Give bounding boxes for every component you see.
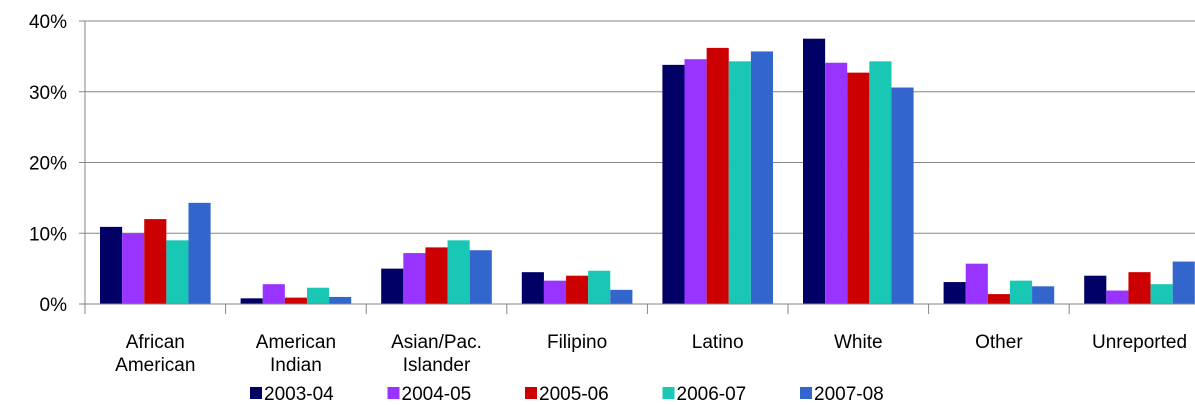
bar <box>521 272 544 304</box>
bar <box>1009 280 1033 304</box>
y-tick-label: 0% <box>40 295 68 316</box>
bar <box>144 219 167 304</box>
x-tick-label: White <box>834 332 883 353</box>
legend-swatch <box>800 387 812 399</box>
bar <box>566 275 589 304</box>
legend-label: 2003-04 <box>264 384 334 405</box>
bar <box>543 280 567 304</box>
bar <box>610 289 633 304</box>
x-tick-label: Filipino <box>547 332 607 353</box>
y-tick-label: 40% <box>29 12 67 33</box>
bar <box>750 51 773 304</box>
bar <box>240 298 263 304</box>
bar <box>825 62 848 305</box>
bar <box>1032 286 1055 304</box>
bar <box>1106 290 1129 304</box>
bar <box>662 64 685 305</box>
bar <box>306 287 330 304</box>
bar <box>262 284 285 304</box>
bar <box>122 233 145 304</box>
bar <box>1084 275 1107 304</box>
y-tick-label: 10% <box>29 224 67 245</box>
bar <box>188 202 211 304</box>
bar <box>965 263 988 304</box>
x-tick-label: Asian/Pac. Islander <box>391 332 482 376</box>
legend-item: 2007-08 <box>800 384 884 405</box>
bar <box>403 253 426 304</box>
bar <box>447 240 470 304</box>
bar <box>166 240 189 304</box>
legend-label: 2007-08 <box>814 384 884 405</box>
legend-item: 2005-06 <box>525 384 609 405</box>
legend-swatch <box>387 387 400 399</box>
legend-item: 2003-04 <box>250 384 334 405</box>
bar <box>1172 261 1195 304</box>
bar <box>1150 284 1173 304</box>
legend-item: 2004-05 <box>387 384 472 405</box>
x-tick-label: African American <box>115 332 195 376</box>
legend-label: 2006-07 <box>677 384 747 405</box>
x-tick-label: American Indian <box>256 332 336 376</box>
legend-swatch <box>250 387 262 399</box>
bar <box>381 268 404 304</box>
legend-swatch <box>525 387 537 399</box>
bar <box>987 294 1010 304</box>
bar <box>329 296 352 304</box>
bar <box>1128 272 1151 304</box>
bar <box>684 59 707 304</box>
legend-item: 2006-07 <box>662 384 747 405</box>
bar <box>847 72 870 305</box>
bar <box>943 282 966 304</box>
bar <box>588 270 611 304</box>
bar <box>891 87 914 304</box>
y-tick-label: 20% <box>29 154 67 175</box>
bar <box>469 250 492 304</box>
legend-swatch <box>662 387 675 399</box>
bar <box>728 61 751 304</box>
y-tick-label: 30% <box>29 83 67 104</box>
bar <box>100 226 123 304</box>
bar <box>706 47 729 304</box>
bar <box>803 38 826 304</box>
x-tick-label: Unreported <box>1092 332 1187 353</box>
x-tick-label: Latino <box>692 332 744 353</box>
bar <box>284 297 307 304</box>
legend-label: 2005-06 <box>539 384 609 405</box>
legend-label: 2004-05 <box>402 384 472 405</box>
x-tick-label: Other <box>975 332 1023 353</box>
bar <box>869 61 892 304</box>
bar <box>425 247 448 304</box>
